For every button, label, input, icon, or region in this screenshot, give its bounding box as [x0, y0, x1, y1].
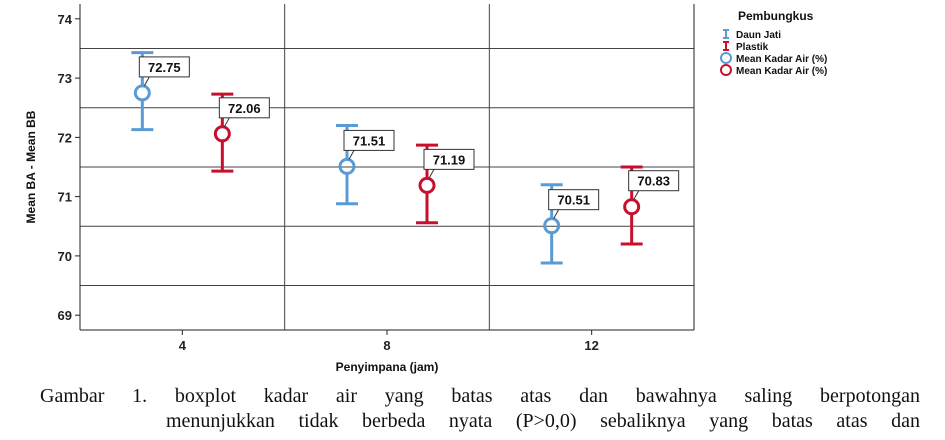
mean-marker [213, 125, 231, 143]
legend-item: Plastik [723, 41, 769, 53]
error-bars [131, 51, 643, 265]
data-label-leader [428, 169, 435, 179]
legend-item: Mean Kadar Air (%) [720, 64, 827, 77]
data-labels: 72.75 71.51 70.51 72.06 71.19 70.83 [138, 56, 680, 219]
data-label: 70.51 [557, 193, 590, 208]
y-tick-label: 74 [58, 12, 73, 27]
data-label-box [218, 97, 270, 119]
mean-marker [623, 198, 641, 216]
legend-item: Mean Kadar Air (%) [720, 52, 827, 65]
mean-marker [133, 84, 151, 102]
y-axis-title: Mean BA - Mean BB [24, 110, 38, 223]
legend-label: Mean Kadar Air (%) [736, 66, 827, 77]
legend-label: Daun Jati [736, 30, 781, 41]
data-label-box [548, 189, 600, 211]
axes [75, 4, 695, 335]
legend-circle-icon [720, 64, 732, 76]
legend-title: Pembungkus [738, 9, 814, 23]
caption-line-2: menunjukkan tidak berbeda nyata (P>0,0) … [166, 410, 920, 432]
gridlines [80, 4, 694, 330]
y-tick-label: 72 [58, 130, 72, 145]
data-label: 70.83 [637, 174, 670, 189]
data-label-box [628, 170, 680, 192]
x-tick-labels: 4 8 12 [179, 338, 599, 353]
data-label-leader [223, 117, 230, 128]
data-label: 71.19 [433, 152, 466, 167]
caption-line-1: Gambar 1. boxplot kadar air yang batas a… [40, 385, 920, 407]
data-label: 72.06 [228, 101, 261, 116]
chart: 69 70 71 72 73 74 4 8 12 72.75 71.51 70.51 72.06 71… [24, 4, 827, 374]
x-tick-label: 8 [383, 338, 390, 353]
x-tick-label: 12 [584, 338, 598, 353]
y-tick-label: 71 [58, 190, 72, 205]
data-label-box [343, 129, 395, 151]
data-label-leader [348, 150, 355, 160]
data-label-box [423, 148, 475, 170]
data-label: 71.51 [353, 133, 386, 148]
x-tick-label: 4 [179, 338, 187, 353]
x-axis-title: Penyimpana (jam) [336, 360, 439, 374]
mean-marker [543, 217, 561, 235]
legend-item: Daun Jati [723, 29, 781, 41]
data-label-box [138, 56, 190, 78]
data-label-leader [143, 76, 150, 87]
mean-marker [418, 176, 436, 194]
legend-circle-icon [720, 52, 732, 64]
error-bar [211, 92, 234, 173]
mean-marker [338, 157, 356, 175]
legend-label: Plastik [736, 42, 769, 53]
y-tick-label: 73 [58, 71, 72, 86]
data-label: 72.75 [148, 60, 181, 75]
figure-caption: Gambar 1. boxplot kadar air yang batas a… [40, 384, 920, 434]
data-label-leader [633, 190, 640, 200]
y-tick-label: 69 [58, 308, 72, 323]
y-tick-label: 70 [58, 249, 72, 264]
y-tick-labels: 69 70 71 72 73 74 [58, 12, 73, 323]
legend-label: Mean Kadar Air (%) [736, 54, 827, 65]
data-label-leader [553, 209, 560, 219]
